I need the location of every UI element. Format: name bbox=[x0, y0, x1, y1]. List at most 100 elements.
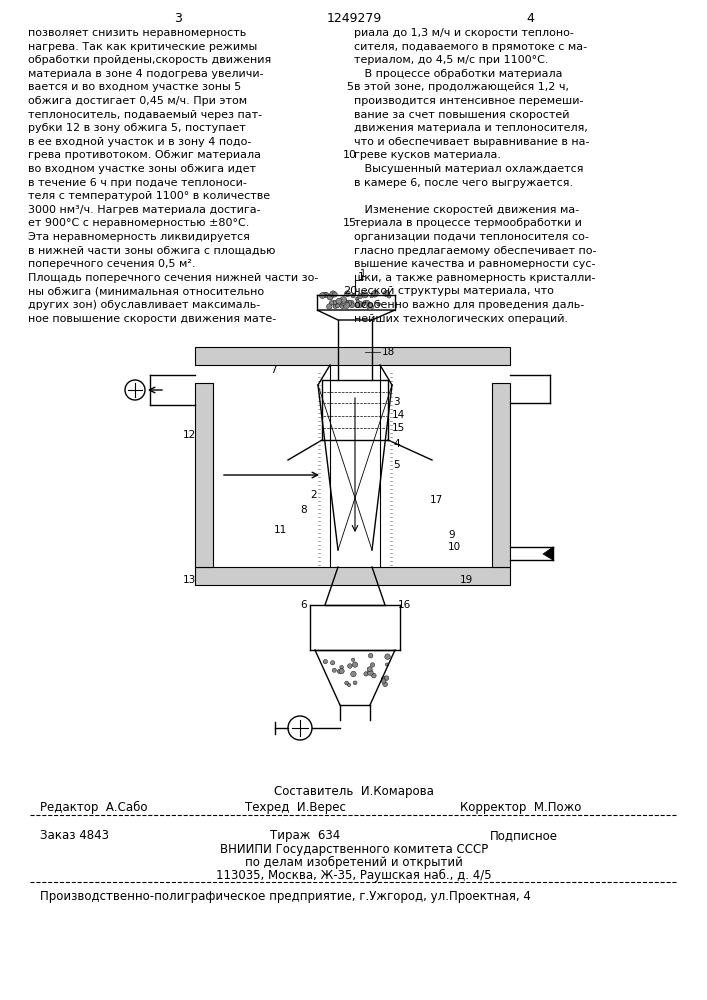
Text: 2: 2 bbox=[310, 490, 317, 500]
Circle shape bbox=[349, 303, 354, 308]
Text: Тираж  634: Тираж 634 bbox=[270, 829, 340, 842]
Text: позволяет снизить неравномерность: позволяет снизить неравномерность bbox=[28, 28, 246, 38]
Circle shape bbox=[351, 671, 356, 677]
Circle shape bbox=[344, 291, 351, 297]
Text: 18: 18 bbox=[382, 347, 395, 357]
Circle shape bbox=[363, 292, 368, 297]
Text: Составитель  И.Комарова: Составитель И.Комарова bbox=[274, 785, 434, 798]
Text: по делам изобретений и открытий: по делам изобретений и открытий bbox=[245, 856, 463, 869]
Text: 13: 13 bbox=[183, 575, 197, 585]
Circle shape bbox=[336, 298, 342, 304]
Circle shape bbox=[340, 665, 344, 669]
Text: Редактор  А.Сабо: Редактор А.Сабо bbox=[40, 801, 148, 814]
Text: 10: 10 bbox=[343, 150, 357, 160]
Bar bbox=[195, 383, 213, 567]
Text: нейших технологических операций.: нейших технологических операций. bbox=[354, 314, 568, 324]
Text: 1: 1 bbox=[360, 269, 366, 279]
Circle shape bbox=[348, 664, 352, 668]
Text: Изменение скоростей движения ма-: Изменение скоростей движения ма- bbox=[354, 205, 579, 215]
Circle shape bbox=[339, 668, 344, 674]
Text: грева противотоком. Обжиг материала: грева противотоком. Обжиг материала bbox=[28, 150, 261, 160]
Text: 3000 нм³/ч. Нагрев материала достига-: 3000 нм³/ч. Нагрев материала достига- bbox=[28, 205, 261, 215]
Text: теля с температурой 1100° в количестве: теля с температурой 1100° в количестве bbox=[28, 191, 270, 201]
Bar bbox=[195, 347, 510, 365]
Text: вышение качества и равномерности сус-: вышение качества и равномерности сус- bbox=[354, 259, 595, 269]
Circle shape bbox=[343, 302, 349, 309]
Circle shape bbox=[323, 659, 327, 664]
Circle shape bbox=[361, 292, 364, 296]
Bar bbox=[492, 383, 510, 567]
Polygon shape bbox=[543, 547, 553, 560]
Circle shape bbox=[340, 303, 346, 309]
Text: Заказ 4843: Заказ 4843 bbox=[40, 829, 109, 842]
Bar bbox=[195, 567, 510, 585]
Text: теплоноситель, подаваемый через пат-: теплоноситель, подаваемый через пат- bbox=[28, 110, 262, 120]
Text: Корректор  М.Пожо: Корректор М.Пожо bbox=[460, 801, 581, 814]
Circle shape bbox=[320, 293, 325, 298]
Text: в течение 6 ч при подаче теплоноси-: в течение 6 ч при подаче теплоноси- bbox=[28, 178, 247, 188]
Circle shape bbox=[368, 653, 373, 658]
Circle shape bbox=[387, 294, 391, 298]
Text: шки, а также равномерность кристалли-: шки, а также равномерность кристалли- bbox=[354, 273, 595, 283]
Text: 17: 17 bbox=[430, 495, 443, 505]
Text: гласно предлагаемому обеспечивает по-: гласно предлагаемому обеспечивает по- bbox=[354, 246, 597, 256]
Text: в нижней части зоны обжига с площадью: в нижней части зоны обжига с площадью bbox=[28, 246, 275, 256]
Circle shape bbox=[371, 673, 376, 678]
Circle shape bbox=[370, 295, 373, 298]
Text: в этой зоне, продолжающейся 1,2 ч,: в этой зоне, продолжающейся 1,2 ч, bbox=[354, 82, 569, 92]
Text: материала в зоне 4 подогрева увеличи-: материала в зоне 4 подогрева увеличи- bbox=[28, 69, 264, 79]
Text: 9: 9 bbox=[448, 530, 455, 540]
Circle shape bbox=[365, 300, 370, 305]
Circle shape bbox=[361, 303, 365, 307]
Text: движения материала и теплоносителя,: движения материала и теплоносителя, bbox=[354, 123, 588, 133]
Text: риала до 1,3 м/ч и скорости теплоно-: риала до 1,3 м/ч и скорости теплоно- bbox=[354, 28, 574, 38]
Circle shape bbox=[345, 300, 351, 306]
Circle shape bbox=[336, 304, 339, 308]
Text: 15: 15 bbox=[343, 218, 357, 228]
Circle shape bbox=[385, 654, 390, 659]
Text: 5: 5 bbox=[346, 82, 354, 92]
Circle shape bbox=[352, 662, 358, 667]
Text: что и обеспечивает выравнивание в на-: что и обеспечивает выравнивание в на- bbox=[354, 137, 590, 147]
Circle shape bbox=[333, 304, 337, 309]
Circle shape bbox=[384, 676, 389, 680]
Circle shape bbox=[363, 301, 366, 304]
Circle shape bbox=[345, 681, 349, 685]
Text: обжига достигает 0,45 м/ч. При этом: обжига достигает 0,45 м/ч. При этом bbox=[28, 96, 247, 106]
Circle shape bbox=[330, 291, 336, 297]
Circle shape bbox=[370, 663, 375, 667]
Circle shape bbox=[323, 292, 329, 298]
Text: Техред  И.Верес: Техред И.Верес bbox=[245, 801, 346, 814]
Text: рубки 12 в зону обжига 5, поступает: рубки 12 в зону обжига 5, поступает bbox=[28, 123, 246, 133]
Text: вание за счет повышения скоростей: вание за счет повышения скоростей bbox=[354, 110, 570, 120]
Text: В процессе обработки материала: В процессе обработки материала bbox=[354, 69, 563, 79]
Text: 12: 12 bbox=[183, 430, 197, 440]
Circle shape bbox=[351, 658, 355, 661]
Circle shape bbox=[356, 297, 358, 300]
Text: вается и во входном участке зоны 5: вается и во входном участке зоны 5 bbox=[28, 82, 241, 92]
Text: поперечного сечения 0,5 м².: поперечного сечения 0,5 м². bbox=[28, 259, 196, 269]
Circle shape bbox=[382, 682, 387, 687]
Text: 6: 6 bbox=[300, 600, 307, 610]
Text: греве кусков материала.: греве кусков материала. bbox=[354, 150, 501, 160]
Text: 10: 10 bbox=[448, 542, 461, 552]
Circle shape bbox=[332, 292, 337, 297]
Text: Площадь поперечного сечения нижней части зо-: Площадь поперечного сечения нижней части… bbox=[28, 273, 318, 283]
Circle shape bbox=[358, 294, 363, 299]
Circle shape bbox=[362, 292, 368, 298]
Circle shape bbox=[322, 292, 327, 296]
Circle shape bbox=[364, 672, 368, 676]
Text: 19: 19 bbox=[460, 575, 473, 585]
Text: 5: 5 bbox=[393, 460, 399, 470]
Text: 7: 7 bbox=[270, 365, 276, 375]
Circle shape bbox=[383, 290, 390, 297]
Circle shape bbox=[349, 300, 354, 306]
Text: 3: 3 bbox=[174, 12, 182, 25]
Text: 4: 4 bbox=[393, 439, 399, 449]
Text: ческой структуры материала, что: ческой структуры материала, что bbox=[354, 286, 554, 296]
Text: ет 900°С с неравномерностью ±80°С.: ет 900°С с неравномерностью ±80°С. bbox=[28, 218, 250, 228]
Text: териала в процессе термообработки и: териала в процессе термообработки и bbox=[354, 218, 582, 228]
Text: сителя, подаваемого в прямотоке с ма-: сителя, подаваемого в прямотоке с ма- bbox=[354, 42, 587, 52]
Circle shape bbox=[382, 676, 386, 681]
Circle shape bbox=[327, 294, 333, 300]
